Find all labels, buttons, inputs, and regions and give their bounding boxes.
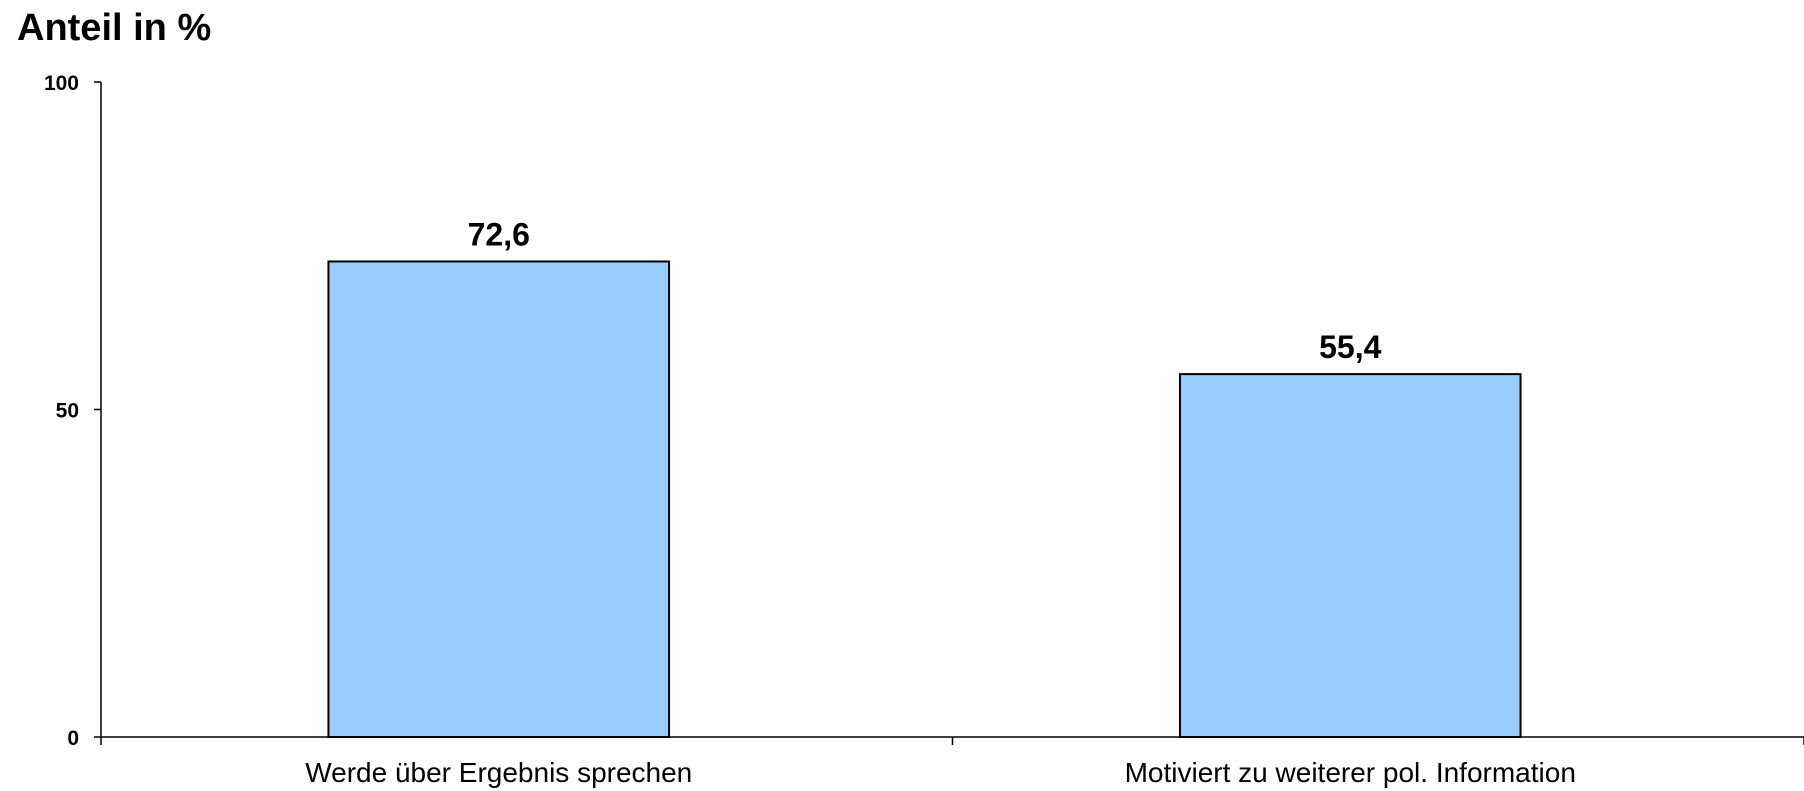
bar-value-label: 55,4 — [1319, 329, 1381, 365]
y-tick-label: 100 — [44, 72, 79, 95]
y-axis-title: Anteil in % — [17, 7, 211, 49]
bar — [327, 260, 671, 738]
bars — [327, 260, 1522, 738]
y-tick-label: 0 — [67, 727, 79, 750]
bar-value-label: 72,6 — [468, 216, 530, 252]
bar — [1178, 373, 1522, 738]
x-category-label: Motiviert zu weiterer pol. Information — [1125, 757, 1576, 788]
x-category-label: Werde über Ergebnis sprechen — [305, 757, 692, 788]
y-tick-label: 50 — [56, 400, 79, 423]
labels: 72,6 Werde über Ergebnis sprechen 55,4 Moti… — [305, 216, 1576, 788]
y-axis-ticks: 0 50 100 — [44, 72, 1804, 750]
